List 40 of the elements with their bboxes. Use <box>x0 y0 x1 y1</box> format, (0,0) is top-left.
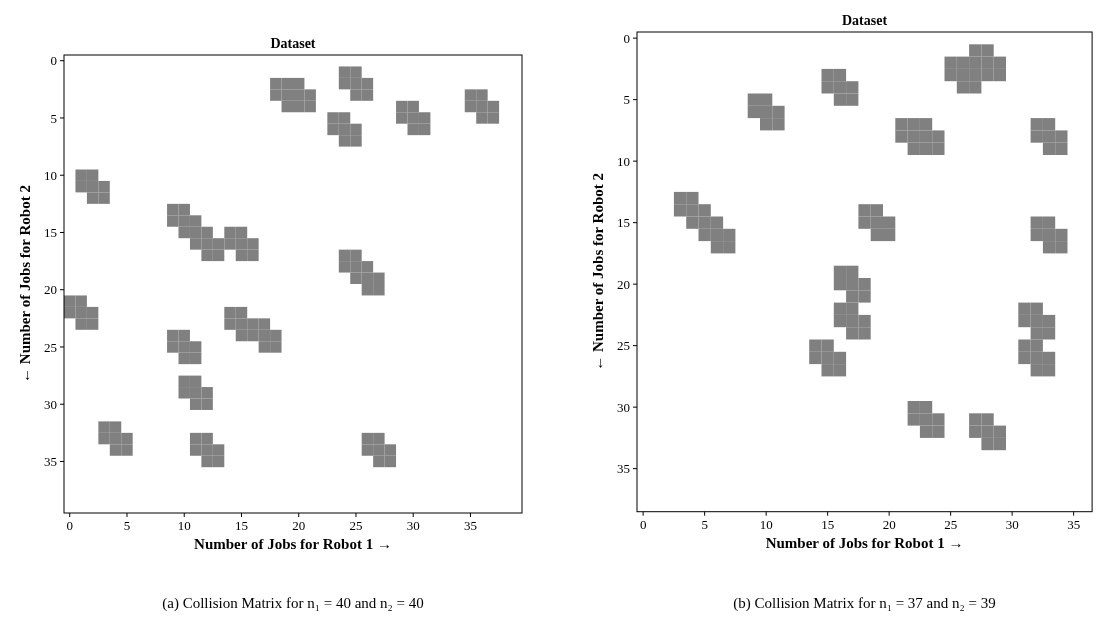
y-tick-label: 0 <box>623 30 630 46</box>
y-tick-label: 5 <box>50 110 57 126</box>
chart-title: Dataset <box>842 13 888 28</box>
y-axis-title: ← Number of Jobs for Robot 2 <box>590 172 606 371</box>
chart-title: Dataset <box>270 36 316 51</box>
x-tick-label: 25 <box>349 518 363 533</box>
y-tick-label: 10 <box>44 167 57 183</box>
x-tick-label: 10 <box>759 516 773 532</box>
x-tick-label: 0 <box>66 518 73 533</box>
y-tick-label: 30 <box>44 396 57 412</box>
x-tick-label: 25 <box>944 516 958 532</box>
y-axis-title: ← Number of Jobs for Robot 2 <box>17 185 33 383</box>
x-tick-label: 5 <box>701 516 708 532</box>
y-tick-label: 35 <box>617 461 630 477</box>
x-tick-label: 15 <box>821 516 835 532</box>
x-axis-title: Number of Jobs for Robot 1 → <box>765 534 964 551</box>
y-tick-label: 10 <box>617 153 630 169</box>
x-tick-label: 15 <box>234 518 248 533</box>
x-tick-label: 30 <box>1005 516 1019 532</box>
x-tick-label: 30 <box>406 518 420 533</box>
y-tick-label: 20 <box>617 276 630 292</box>
y-tick-label: 25 <box>617 338 630 354</box>
y-tick-label: 5 <box>623 92 630 108</box>
y-tick-label: 20 <box>44 282 57 298</box>
x-tick-label: 20 <box>292 518 306 533</box>
y-tick-label: 25 <box>44 339 57 355</box>
x-tick-label: 20 <box>882 516 896 532</box>
y-tick-label: 30 <box>617 399 630 415</box>
x-tick-label: 35 <box>1067 516 1081 532</box>
x-tick-label: 5 <box>123 518 131 533</box>
y-tick-label: 15 <box>617 215 630 231</box>
text: (b) Collision Matrix for n₁ = 37 and n₂ = 39 <box>733 595 996 612</box>
y-tick-label: 35 <box>44 454 57 470</box>
x-axis-title: Number of Jobs for Robot 1 → <box>194 536 392 552</box>
x-tick-label: 0 <box>639 516 647 532</box>
y-tick-label: 0 <box>50 53 57 69</box>
y-tick-label: 15 <box>44 225 57 241</box>
x-tick-label: 10 <box>177 518 191 533</box>
x-tick-label: 35 <box>463 518 477 533</box>
text: (a) Collision Matrix for n₁ = 40 and n₂ = 40 <box>162 595 424 612</box>
